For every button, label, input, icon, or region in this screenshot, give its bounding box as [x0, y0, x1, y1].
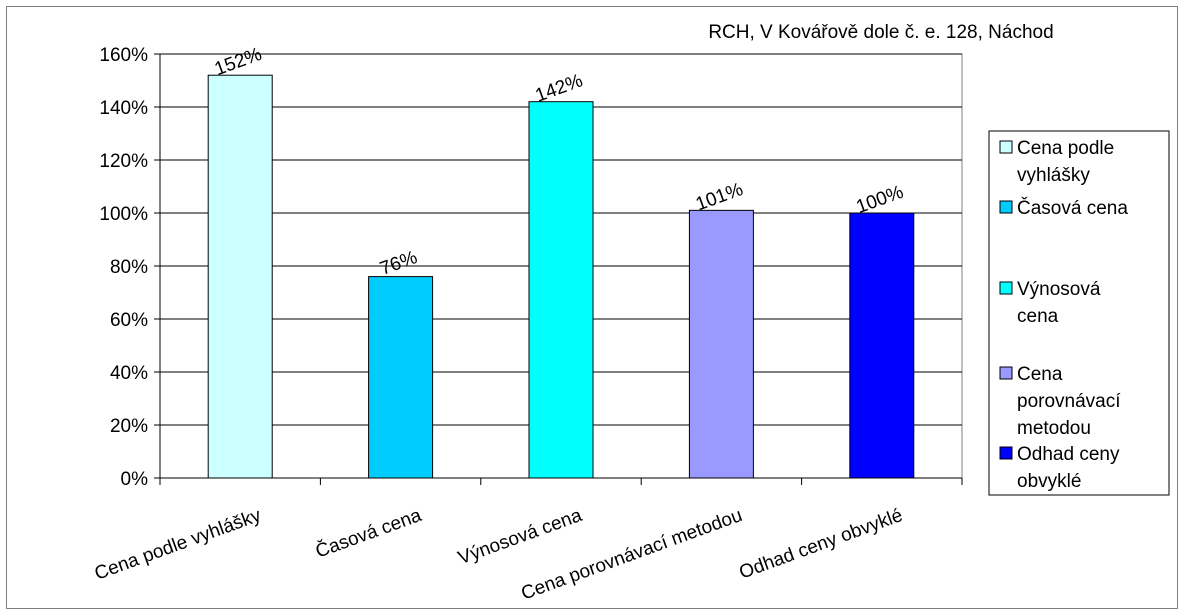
bars: [207, 74, 915, 479]
legend-label: porovnávací: [1017, 391, 1121, 412]
y-tick-label: 20%: [110, 416, 148, 437]
y-tick-label: 0%: [121, 469, 149, 490]
y-tick-label: 60%: [110, 310, 148, 331]
x-tick-labels: Cena podle vyhlášky Časová cena Výnosová c…: [92, 504, 906, 605]
y-tick-label: 120%: [99, 151, 148, 172]
y-tick-label: 140%: [99, 98, 148, 119]
y-tick-label: 40%: [110, 363, 148, 384]
x-tick-label: Výnosová cena: [455, 505, 585, 569]
legend-label: Časová cena: [1017, 197, 1128, 219]
legend-label: Cena podle: [1017, 138, 1114, 159]
legend-swatch: [999, 140, 1013, 154]
legend-swatch: [999, 200, 1013, 214]
y-tick-label: 80%: [110, 257, 148, 278]
bar: [207, 74, 273, 479]
legend-box: [988, 130, 1170, 496]
legend-label: vyhlášky: [1017, 165, 1090, 186]
x-tick-label: Cena podle vyhlášky: [92, 505, 264, 585]
legend: Cena podle vyhlášky Časová cena Výnosová cen…: [988, 130, 1170, 496]
bar: [368, 276, 434, 479]
legend-label: obvyklé: [1017, 471, 1081, 492]
legend-label: Cena: [1017, 364, 1063, 385]
legend-swatch: [999, 446, 1013, 460]
legend-label: metodou: [1017, 418, 1091, 439]
legend-swatch: [999, 366, 1013, 380]
y-tick-label: 100%: [99, 204, 148, 225]
bar: [528, 101, 594, 479]
legend-label: Odhad ceny: [1017, 444, 1120, 465]
bar: [849, 212, 915, 479]
axes: [154, 53, 963, 485]
y-tick-label: 160%: [99, 45, 148, 66]
chart-title: RCH, V Kovářově dole č. e. 128, Náchod: [708, 22, 1053, 43]
x-tick-label: Odhad ceny obvyklé: [737, 505, 906, 584]
y-tick-labels: 0% 20% 40% 60% 80% 100% 120% 140% 160%: [99, 45, 148, 490]
bar: [688, 209, 754, 479]
x-tick-label: Časová cena: [313, 504, 425, 563]
legend-label: cena: [1017, 306, 1059, 327]
legend-label: Výnosová: [1017, 279, 1101, 300]
legend-swatch: [999, 281, 1013, 295]
